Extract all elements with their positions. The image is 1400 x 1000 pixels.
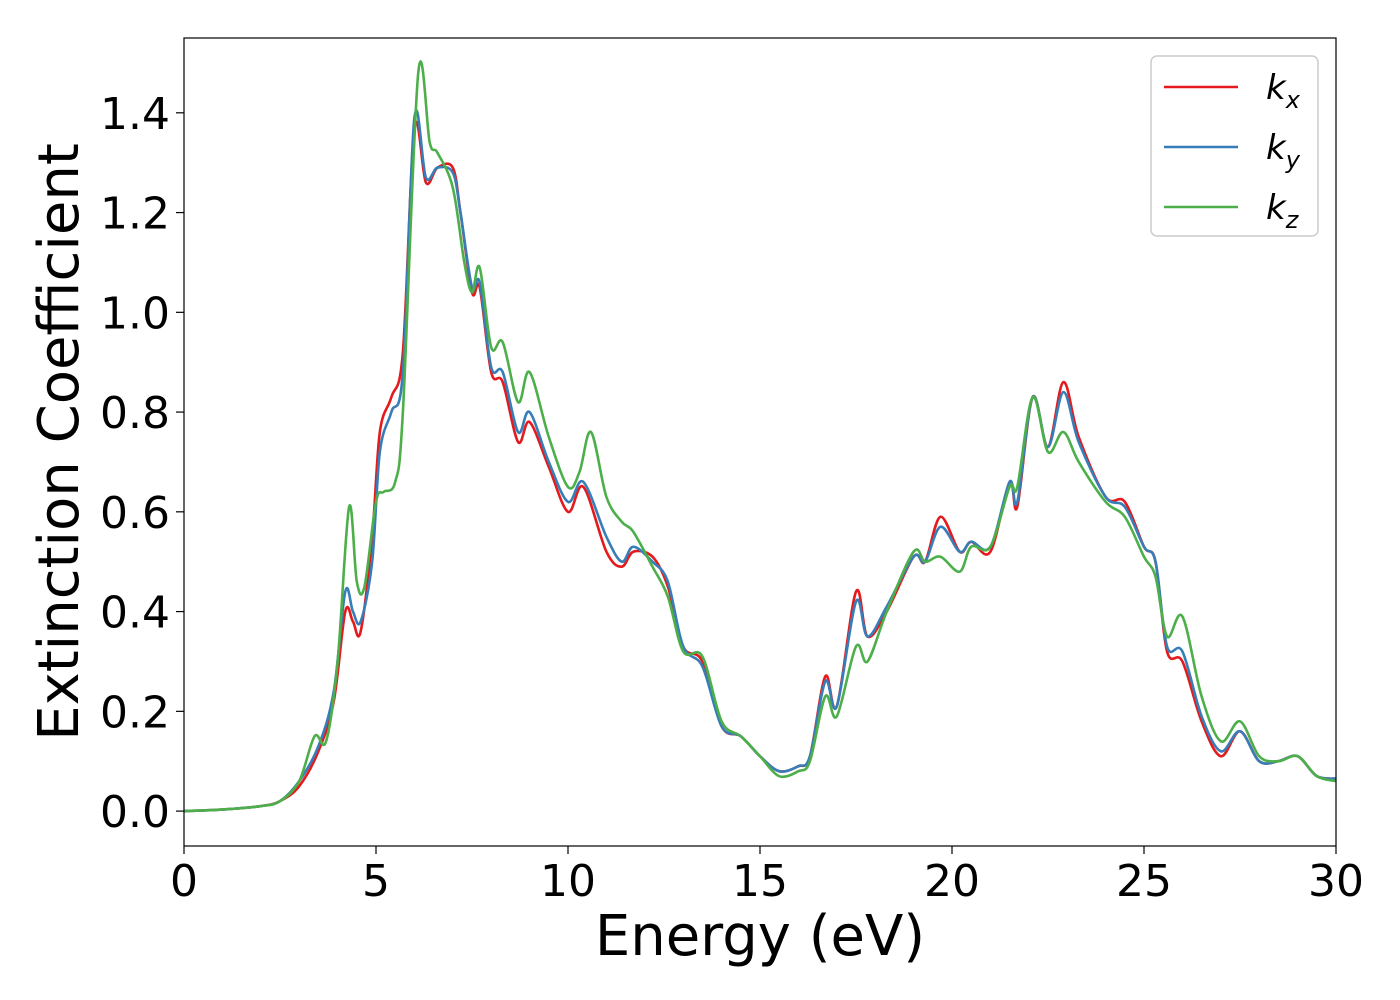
- y-axis: 0.0 0.2 0.4 0.6 0.8 1.0 1.2 1.4: [100, 89, 184, 838]
- x-tick-label: 20: [924, 856, 980, 907]
- y-tick-label: 0.8: [100, 388, 170, 439]
- y-tick-label: 0.0: [100, 787, 170, 838]
- series-layer: [184, 60, 1336, 813]
- y-axis-label: Extinction Coefficient: [27, 143, 92, 741]
- x-tick-label: 10: [540, 856, 596, 907]
- x-axis: 0 5 10 15 20 25 30: [170, 846, 1364, 907]
- y-tick-label: 0.2: [100, 687, 170, 738]
- y-tick-label: 1.4: [100, 89, 170, 140]
- series-line-kz: [184, 60, 1336, 813]
- y-tick-label: 0.4: [100, 588, 170, 639]
- y-tick-label: 0.6: [100, 488, 170, 539]
- x-tick-label: 25: [1116, 856, 1172, 907]
- y-tick-label: 1.0: [100, 288, 170, 339]
- x-tick-label: 30: [1308, 856, 1364, 907]
- x-tick-label: 5: [362, 856, 390, 907]
- x-tick-label: 0: [170, 856, 198, 907]
- x-tick-label: 15: [732, 856, 788, 907]
- series-line-ky: [184, 109, 1336, 813]
- x-axis-label: Energy (eV): [595, 904, 925, 969]
- y-tick-label: 1.2: [100, 189, 170, 240]
